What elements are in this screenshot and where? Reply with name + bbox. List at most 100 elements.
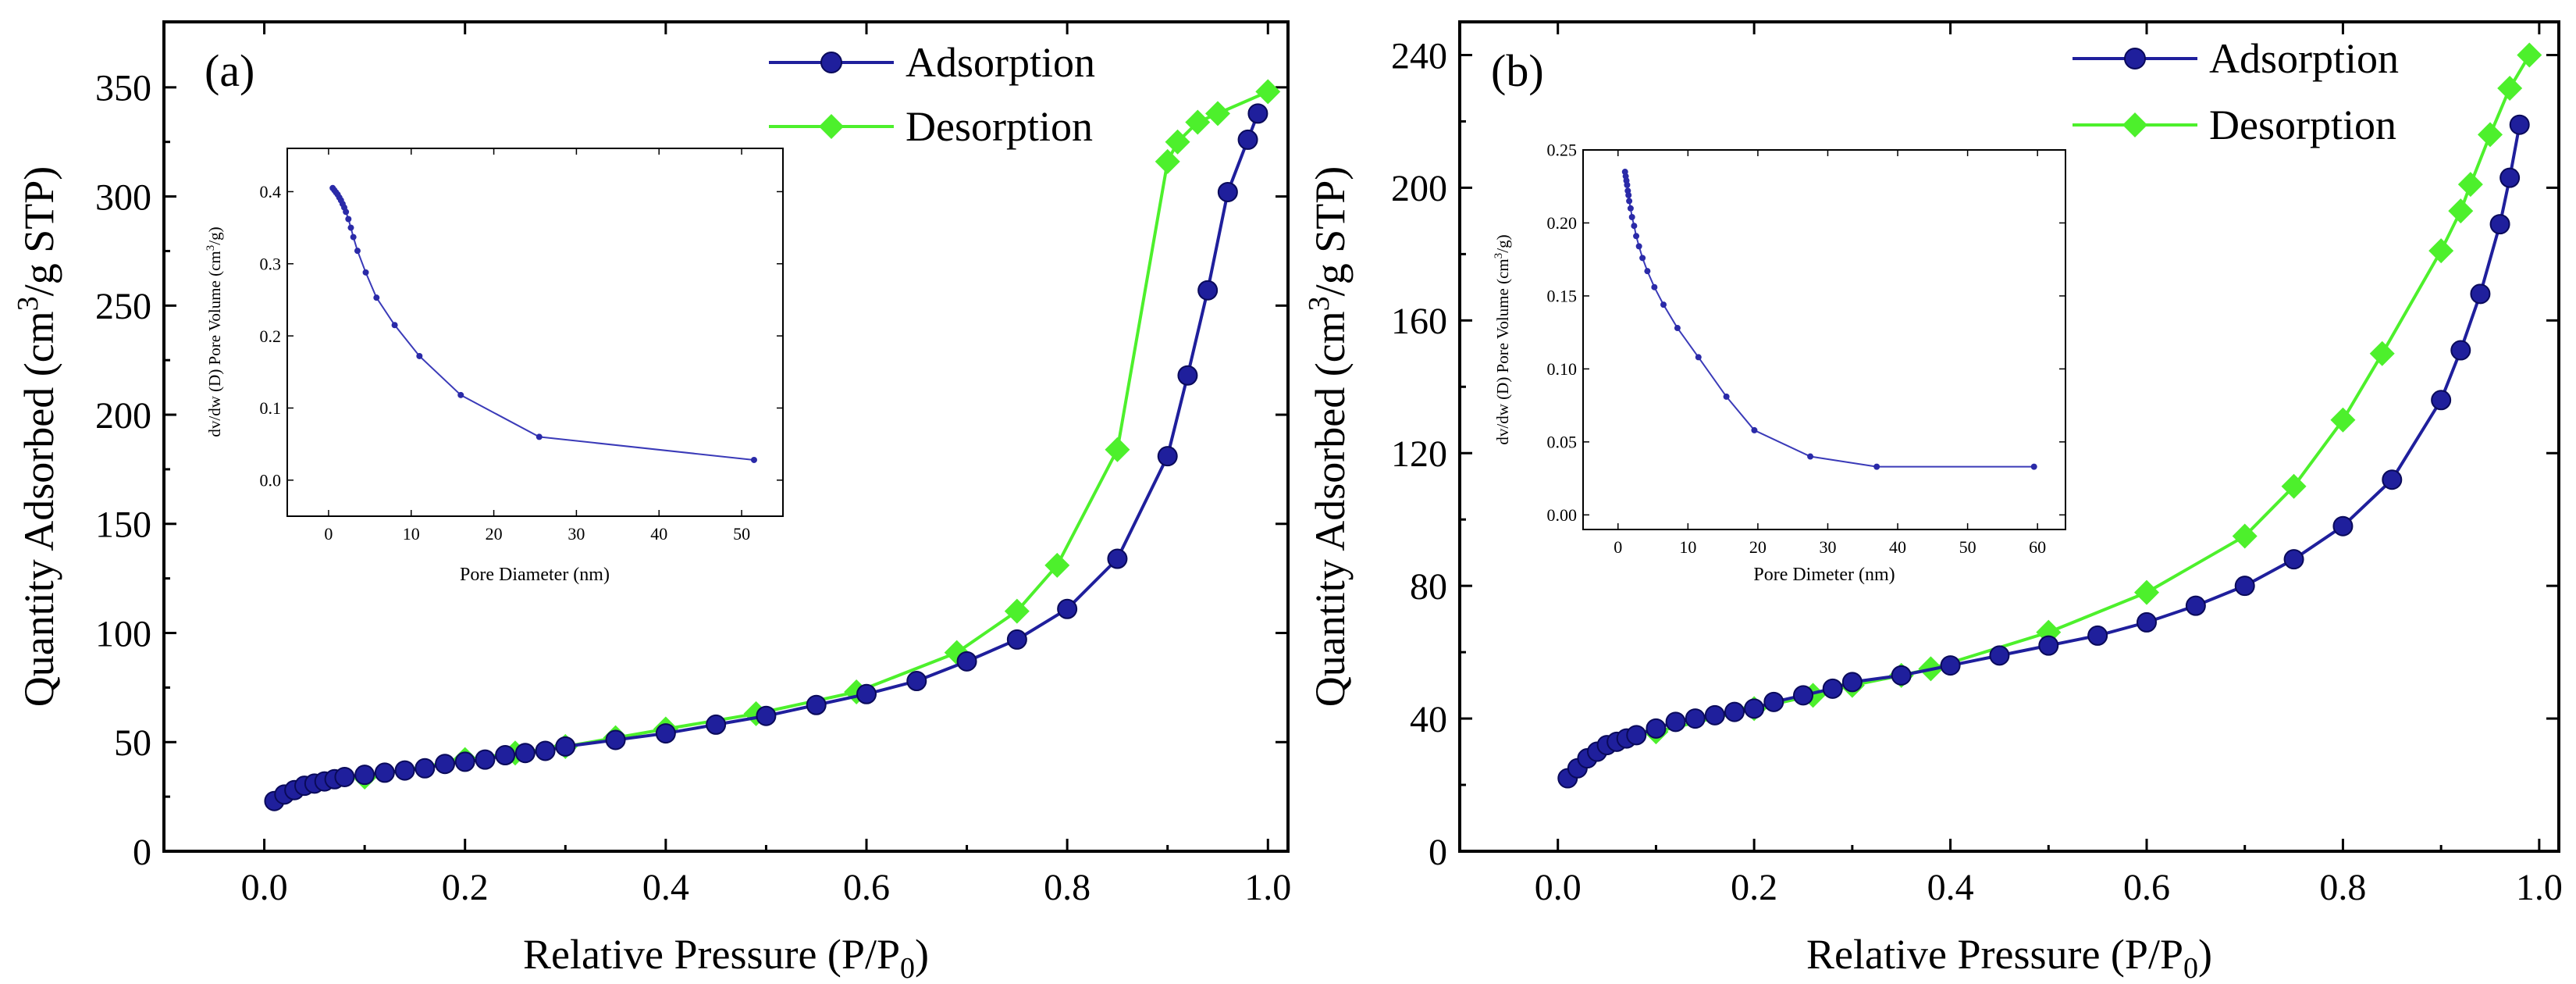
panel-b-inset-point [1625,191,1632,198]
panel-a-adsorption-point [956,651,977,672]
panel-b-inset-point [1631,223,1638,230]
panel-b-desorption-point [2134,579,2159,605]
legend-adsorption-marker-icon [2124,48,2146,70]
panel-b-inset-line [1624,171,2034,468]
panel-a-inset-xtick-label: 0 [324,524,333,544]
panel-b-inset-ytick-label: 0.05 [1547,433,1578,452]
legend-desorption-marker-icon [819,114,844,139]
panel-b-xticks: 0.0 0.2 0.4 0.6 0.8 1.0 [1535,22,2563,908]
panel-b-inset-point [1633,233,1640,240]
panel-a-adsorption-point [756,705,777,726]
panel-a-desorption-point [1205,101,1230,127]
panel-a-inset-xticks: 0 10 20 30 40 50 [324,148,750,544]
panel-a-adsorption-point [495,745,516,766]
panel-b-desorption-point [2281,473,2307,499]
panel-a-inset-point [750,456,757,463]
panel-b-desorption-point [2330,407,2356,433]
panel-a-inset-x-axis-label: Pore Diameter (nm) [460,565,610,585]
panel-a-inset-point [350,234,357,241]
panel-a-frame [162,20,1290,853]
panel-b-desorption-point [2497,75,2523,101]
panel-a-inset-y-axis-label: dv/dw (D) Pore Volume (cm3/g) [205,226,224,437]
panel-b-adsorption-point [2234,576,2255,597]
panel-b-ytick-label: 240 [1391,35,1447,77]
panel-b-inset-xtick-label: 20 [1749,537,1767,557]
panel-b-adsorption-point [2431,390,2452,411]
panel-a-ytick-label: 0 [133,832,151,873]
panel-a-adsorption-point [1057,598,1078,619]
panel-a: (a) 0.0 0.2 0.4 0.6 0.8 1.0 05010015020025030… [12,20,1291,984]
panel-b-adsorption-series [1557,114,2530,789]
panel-a-desorption-point [1155,148,1180,174]
panel-b-adsorption-point [1744,698,1765,719]
panel-b-adsorption-point [2087,625,2108,646]
panel-b-adsorption-point [2470,283,2491,305]
panel-b-inset-frame [1582,149,2066,530]
panel-b-adsorption-point [2509,114,2530,135]
panel-b-inset-point [1723,393,1730,400]
panel-b-adsorption-point [2137,611,2157,633]
panel-a-ytick-label: 100 [95,613,151,654]
panel-a-inset-point [373,294,380,301]
panel-a-adsorption-point [1107,548,1128,569]
panel-a-label: (a) [205,45,254,96]
panel-b-xtick-label: 0.2 [1731,867,1777,908]
panel-b-inset-point [1651,283,1658,291]
panel-b-inset-point [1660,301,1667,308]
panel-a-inset-point [457,391,464,398]
panel-a-adsorption-point [806,694,827,715]
panel-b-adsorption-line [1566,124,2521,779]
panel-a-desorption-line [364,90,1269,779]
panel-b-x-axis-label: Relative Pressure (P/P0) [1806,931,2212,984]
panel-a-inset: 0 10 20 30 40 50 0.0 0.1 0.2 0.3 0.4 Pore Diamete… [205,148,784,585]
panel-b-ytick-label: 160 [1391,301,1447,342]
panel-a-adsorption-point [706,714,727,735]
panel-a-inset-point [391,322,398,329]
panel-b-inset-ytick-label: 0.10 [1547,359,1578,379]
panel-a-y-axis-label: Quantity Adsorbed (cm3/g STP) [12,166,62,707]
panel-b-adsorption-point [2038,635,2059,656]
legend-adsorption-marker-icon [820,52,842,73]
panel-b-adsorption-point [1646,718,1667,739]
panel-a-xtick-label: 0.2 [442,867,489,908]
panel-b-adsorption-point [2332,515,2354,537]
panel-a-adsorption-point [1157,446,1178,467]
panel-a-adsorption-point [1247,103,1268,124]
panel-a-adsorption-point [555,736,576,757]
panel-b-xtick-label: 0.8 [2319,867,2366,908]
panel-a-ytick-label: 350 [95,68,151,109]
panel-a-inset-ytick-label: 0.0 [260,471,282,490]
panel-b-desorption-point [2448,198,2474,224]
panel-a-adsorption-point [1197,280,1219,301]
panel-a-inset-point [416,352,423,359]
panel-b-xtick-label: 1.0 [2516,867,2563,908]
panel-b-adsorption-point [1822,678,1843,699]
panel-b-desorption-point [2232,523,2258,549]
panel-a-x-axis-label: Relative Pressure (P/P0) [523,931,929,984]
panel-a-inset-frame [286,148,784,517]
panel-b-adsorption-point [1685,708,1706,729]
panel-a-adsorption-point [856,683,877,704]
panel-a-xtick-label: 0.0 [241,867,288,908]
panel-a-inset-point [362,269,369,276]
panel-a-inset-ytick-label: 0.3 [260,254,282,273]
panel-b-inset-point [1695,354,1702,361]
panel-b-adsorption-point [2283,549,2304,570]
panel-b-inset-xtick-label: 40 [1889,537,1906,557]
panel-b-legend-adsorption: Adsorption [2073,35,2399,82]
panel-b-inset-ytick-label: 0.25 [1547,141,1578,160]
panel-a-xtick-label: 0.4 [642,867,689,908]
panel-b-inset-point [1639,255,1646,262]
panel-b-adsorption-point [1724,701,1745,722]
panel-b-xtick-label: 0.0 [1535,867,1582,908]
panel-a-inset-ytick-label: 0.4 [260,182,282,201]
panel-a-inset-point [347,224,354,231]
panel-b-adsorption-point [2185,595,2206,616]
panel-b-adsorption-point [1665,711,1686,733]
panel-b-adsorption-point [1841,672,1863,693]
panel-b-inset-point [1873,463,1880,470]
panel-b-inset-point [1644,268,1651,275]
panel-b-adsorption-point [1626,725,1647,746]
